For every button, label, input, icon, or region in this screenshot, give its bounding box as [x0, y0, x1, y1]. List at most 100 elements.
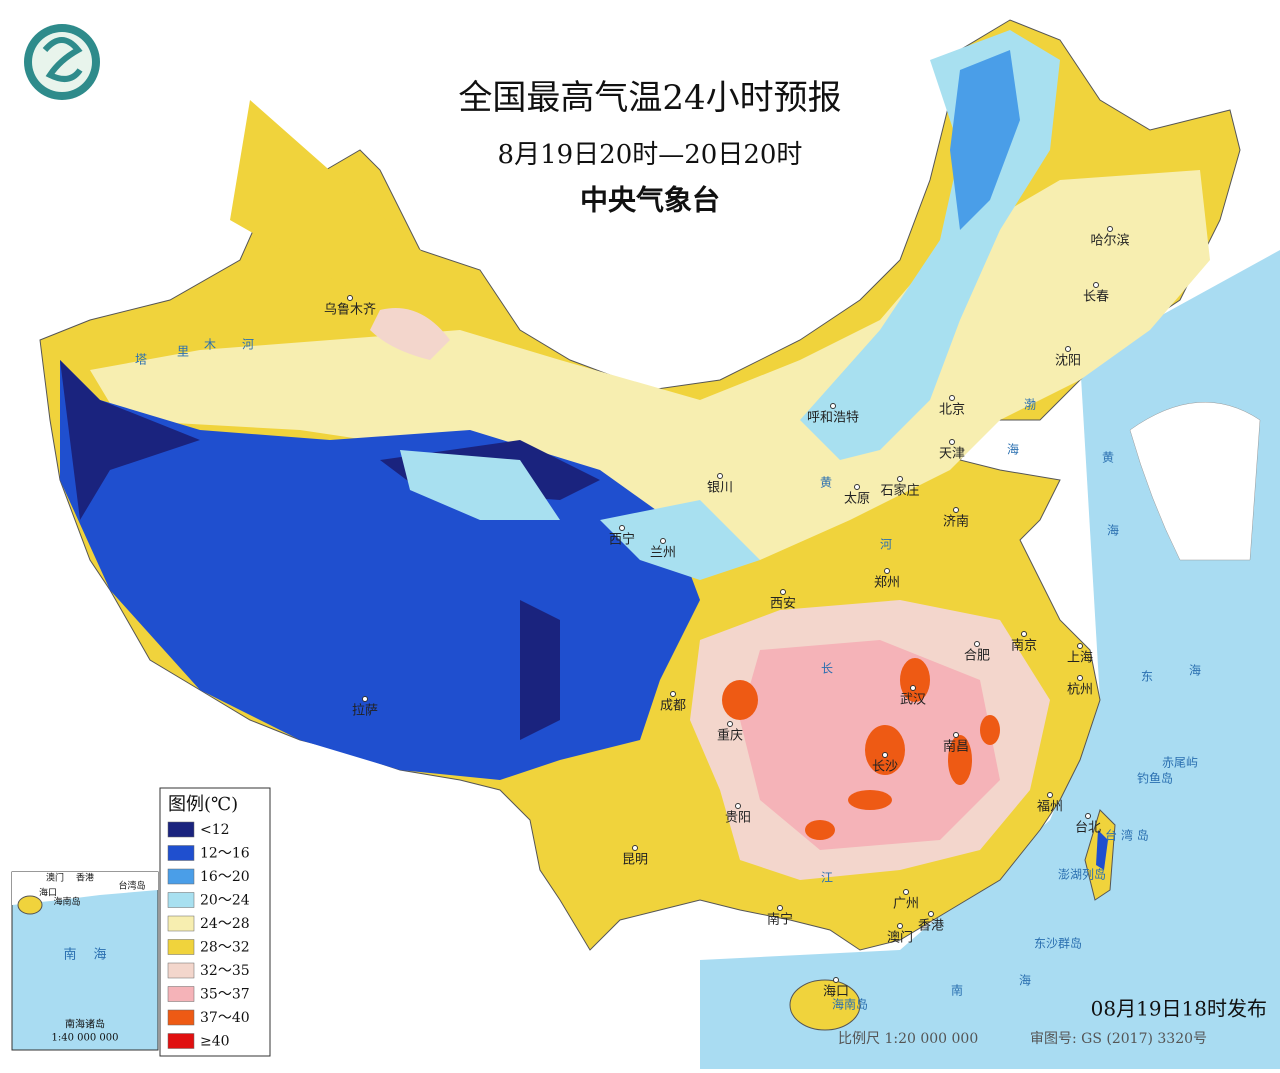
place-label: 木 [204, 338, 216, 352]
inset-hainan [17, 895, 43, 915]
city-label: 香港 [918, 919, 944, 934]
hot-spot [805, 820, 835, 840]
city-label: 海口 [823, 985, 849, 1000]
place-label: 黄 [1102, 451, 1114, 465]
zone-north-xj [230, 100, 480, 330]
city-label: 澳门 [887, 930, 913, 946]
legend-swatch [167, 1033, 195, 1049]
city-dot [953, 732, 959, 738]
places: 渤海黄海东 海南海钓鱼岛赤尾屿澎湖列岛东沙群岛海南岛台 湾 岛塔里木河黄河长江 [135, 338, 1201, 1012]
city-dot [1047, 792, 1053, 798]
legend-swatch [167, 939, 195, 955]
scale: 比例尺 1:20 000 000 [838, 1031, 978, 1047]
city-label: 南昌 [943, 739, 969, 755]
legend-label: 12～16 [200, 846, 250, 862]
legend-swatch [167, 821, 195, 838]
legend-swatch [167, 845, 195, 861]
zone-20-24b [400, 450, 760, 580]
sea [700, 250, 1280, 1069]
inset-label: 南海诸岛 [65, 1018, 105, 1031]
legend-label: 16～20 [200, 869, 250, 885]
place-label: 河 [242, 338, 254, 352]
city-label: 沈阳 [1055, 354, 1081, 369]
city-label: 台北 [1075, 821, 1101, 836]
legend-swatch [167, 892, 195, 908]
legend-label: 20～24 [200, 893, 250, 909]
city-label: 西宁 [609, 532, 635, 548]
city-label: 杭州 [1067, 683, 1093, 698]
place-label: 里 [177, 345, 189, 359]
inset-label: 南 [63, 947, 76, 963]
city-dot [1085, 813, 1091, 819]
place-label: 台 湾 岛 [1105, 828, 1149, 843]
inset-label: 台湾岛 [118, 880, 145, 892]
city-dot [854, 484, 860, 490]
city-label: 天津 [939, 447, 965, 462]
hot-spot [900, 658, 930, 702]
city-dot [735, 803, 741, 809]
place-label: 澎湖列岛 [1058, 867, 1106, 882]
city-dot [1021, 631, 1027, 637]
legend-label: 35～37 [200, 987, 250, 1003]
issuer: 中央气象台 [580, 184, 720, 217]
city-label: 南宁 [767, 912, 793, 928]
legend-label: 24～28 [200, 916, 250, 932]
city-dot [347, 295, 353, 301]
place-label: 南 [951, 983, 963, 998]
city-dot [974, 641, 980, 647]
city-label: 呼和浩特 [807, 411, 859, 426]
legend-title: 图例(℃) [168, 794, 238, 815]
city-label: 长春 [1083, 290, 1109, 305]
place-label: 东 [1141, 670, 1153, 684]
place-label: 长 [821, 662, 833, 676]
city-dot [777, 905, 783, 911]
legend-swatch [167, 868, 195, 885]
city-dot [619, 525, 625, 531]
taiwan-mountains [1096, 830, 1108, 870]
city-dot [833, 977, 839, 983]
legend-label: 37～40 [200, 1010, 250, 1026]
inset-label: 1:40 000 000 [52, 1033, 119, 1044]
place-label: 钓鱼岛 [1137, 771, 1173, 786]
hot-spot [948, 735, 972, 785]
hot-spot [722, 680, 758, 720]
inset-land [12, 872, 158, 905]
city-dot [830, 403, 836, 409]
city-label: 西安 [770, 597, 796, 612]
korea [1129, 401, 1261, 561]
inset-label: 海南岛 [53, 896, 80, 908]
city-dot [727, 721, 733, 727]
city-label: 石家庄 [880, 483, 919, 499]
city-label: 北京 [939, 403, 965, 418]
hot-spot [848, 790, 892, 810]
city-label: 郑州 [874, 576, 900, 591]
city-label: 广州 [893, 897, 919, 912]
issued-time: 08月19日18时发布 [1091, 997, 1267, 1021]
city-label: 上海 [1067, 651, 1093, 666]
city-dot [910, 685, 916, 691]
city-label: 福州 [1037, 800, 1063, 815]
zone-turpan [370, 308, 450, 360]
inset-label: 香港 [76, 872, 94, 884]
city-dot [1065, 346, 1071, 352]
city-label: 太原 [844, 492, 870, 507]
place-label: 海 [1107, 523, 1119, 538]
place-label: 江 [821, 871, 833, 885]
inset-label: 海口 [39, 887, 57, 899]
place-label: 东沙群岛 [1034, 936, 1082, 951]
city-label: 南京 [1011, 638, 1037, 654]
place-label: 黄 [820, 476, 832, 490]
city-label: 昆明 [622, 853, 648, 868]
legend-swatch [167, 1009, 195, 1026]
city-label: 成都 [660, 699, 686, 714]
hot-spot [865, 725, 905, 775]
city-dot [1077, 675, 1083, 681]
city-dot [660, 538, 666, 544]
city-label: 贵阳 [725, 811, 751, 826]
city-dot [670, 691, 676, 697]
city-label: 兰州 [650, 546, 676, 561]
zone-37-40 [722, 658, 1000, 840]
city-label: 长沙 [872, 760, 898, 775]
